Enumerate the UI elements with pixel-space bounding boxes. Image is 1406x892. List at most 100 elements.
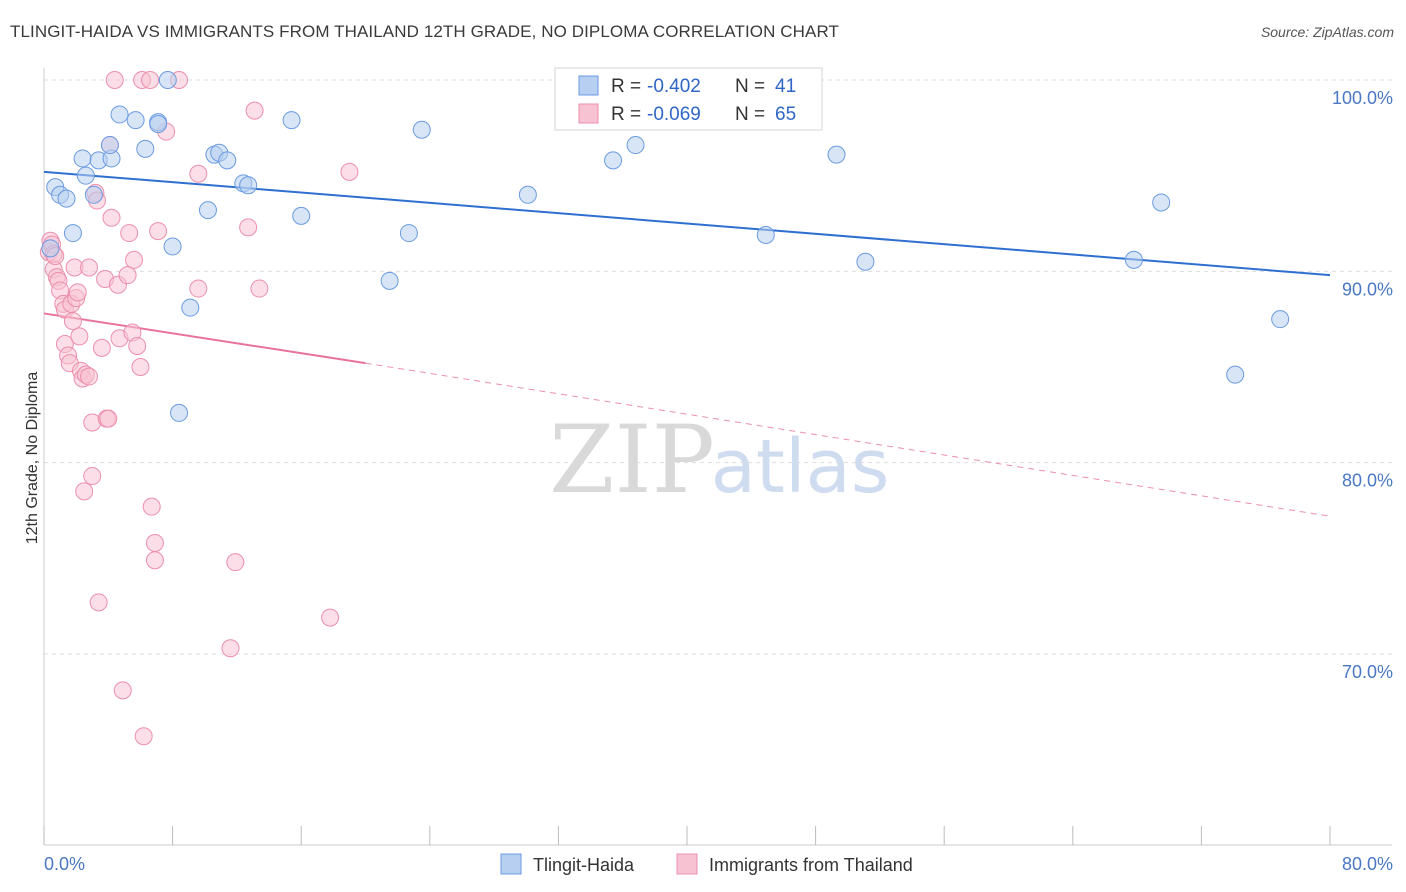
- thailand-point-63: [321, 608, 340, 627]
- series-label-thailand: Immigrants from Thailand: [709, 855, 913, 875]
- y-axis-label: 12th Grade, No Diploma: [24, 372, 41, 545]
- thailand-point-36: [102, 208, 121, 227]
- y-tick-label-1: 90.0%: [1342, 279, 1393, 299]
- tlingit-haida-point-36: [827, 145, 846, 164]
- tlingit-haida-point-39: [1226, 365, 1245, 384]
- tlingit-haida-point-31: [518, 185, 537, 204]
- legend-box: [554, 67, 823, 131]
- watermark-atlas: atlas: [711, 424, 890, 510]
- watermark: ZIP atlas: [549, 406, 889, 515]
- tlingit-haida-point-10: [100, 136, 119, 155]
- grid-lines: [44, 79, 1392, 655]
- thailand-point-51: [145, 534, 164, 553]
- y-tick-labels: 100.0% 90.0% 80.0% 70.0%: [1332, 88, 1393, 682]
- thailand-point-45: [128, 336, 147, 355]
- x-tick-label-0: 0.0%: [44, 854, 85, 874]
- series-legend: Tlingit-Haida Immigrants from Thailand: [500, 853, 913, 875]
- thailand-point-56: [189, 164, 208, 183]
- tlingit-haida-point-32: [604, 151, 623, 170]
- thailand-trend-line: [43, 312, 366, 365]
- data-points: [39, 71, 1290, 746]
- thailand-point-48: [134, 727, 153, 746]
- tlingit-haida-point-7: [84, 185, 103, 204]
- thailand-point-37: [105, 71, 124, 89]
- tlingit-haida-point-28: [380, 271, 399, 290]
- y-tick-label-0: 100.0%: [1332, 88, 1393, 108]
- tlingit-haida-point-0: [41, 239, 60, 258]
- tlingit-haida-point-17: [163, 237, 182, 256]
- thailand-point-61: [245, 101, 264, 120]
- trend-lines: [43, 170, 1331, 517]
- tlingit-haida-point-13: [136, 139, 155, 158]
- tlingit-haida-point-38: [1152, 193, 1171, 212]
- thailand-point-58: [221, 639, 240, 658]
- thailand-point-18: [68, 283, 87, 302]
- thailand-point-22: [75, 482, 94, 501]
- y-tick-label-3: 70.0%: [1342, 662, 1393, 682]
- tlingit-haida-point-25: [239, 176, 258, 195]
- watermark-zip: ZIP: [549, 406, 715, 515]
- x-tick-label-1: 80.0%: [1342, 854, 1393, 874]
- thailand-point-59: [226, 553, 245, 572]
- tlingit-haida-point-4: [63, 224, 82, 243]
- thailand-point-27: [83, 467, 102, 486]
- tlingit-haida-point-18: [170, 403, 189, 422]
- thailand-point-30: [89, 593, 108, 612]
- tlingit-haida-point-29: [399, 224, 418, 243]
- legend-swatch-blue: [578, 75, 599, 96]
- thailand-point-46: [131, 358, 150, 376]
- tlingit-haida-point-16: [158, 71, 177, 89]
- tlingit-haida-point-20: [198, 201, 217, 220]
- source-label: Source: ZipAtlas.com: [1260, 24, 1394, 40]
- thailand-point-62: [250, 279, 269, 298]
- tlingit-haida-point-6: [76, 166, 95, 185]
- stats-legend: R = -0.402 N = 41 R = -0.069 N = 65: [554, 67, 823, 131]
- thailand-trend-extension: [365, 362, 1331, 517]
- thailand-point-42: [120, 224, 139, 243]
- thailand-point-52: [145, 551, 164, 570]
- legend-r-label-1: R =: [611, 76, 641, 97]
- tlingit-haida-point-19: [181, 298, 200, 317]
- tlingit-haida-point-37: [1124, 250, 1143, 269]
- thailand-point-31: [92, 338, 111, 357]
- thailand-point-50: [142, 497, 161, 516]
- thailand-point-64: [340, 162, 359, 181]
- tlingit-haida-point-33: [626, 136, 645, 155]
- tlingit-haida-trend-line: [43, 170, 1331, 277]
- tlingit-haida-point-3: [57, 189, 76, 208]
- legend-r-label-2: R =: [611, 104, 641, 125]
- tlingit-haida-point-5: [73, 149, 92, 168]
- thailand-point-40: [113, 681, 132, 700]
- y-tick-label-2: 80.0%: [1342, 471, 1393, 491]
- tlingit-haida-point-15: [149, 115, 168, 134]
- thailand-point-19: [70, 327, 89, 346]
- thailand-point-34: [99, 409, 118, 428]
- thailand-point-44: [125, 250, 144, 269]
- thailand-point-41: [118, 266, 137, 285]
- tlingit-haida-point-23: [218, 151, 237, 170]
- thailand-point-25: [80, 367, 99, 386]
- thailand-point-24: [80, 258, 99, 277]
- x-tick-labels: 0.0% 80.0%: [44, 854, 1393, 874]
- legend-swatch-pink: [578, 103, 599, 124]
- tlingit-haida-point-35: [856, 252, 875, 271]
- legend-n-label-2: N =: [735, 104, 765, 125]
- series-swatch-tlingit-haida: [500, 853, 522, 875]
- tlingit-haida-point-26: [282, 111, 301, 130]
- thailand-point-60: [239, 218, 258, 237]
- legend-r-value-1: -0.402: [647, 76, 701, 97]
- chart-title: TLINGIT-HAIDA VS IMMIGRANTS FROM THAILAN…: [10, 22, 840, 41]
- legend-n-value-1: 41: [775, 76, 796, 97]
- thailand-point-15: [63, 312, 82, 331]
- series-label-tlingit-haida: Tlingit-Haida: [533, 855, 635, 875]
- legend-r-value-2: -0.069: [647, 104, 701, 125]
- tlingit-haida-point-34: [756, 225, 775, 244]
- thailand-point-49: [141, 71, 160, 89]
- tlingit-haida-point-30: [412, 120, 431, 139]
- thailand-point-57: [189, 279, 208, 298]
- legend-n-label-1: N =: [735, 76, 765, 97]
- tlingit-haida-point-40: [1271, 310, 1290, 329]
- thailand-point-53: [149, 222, 168, 241]
- legend-n-value-2: 65: [775, 104, 796, 125]
